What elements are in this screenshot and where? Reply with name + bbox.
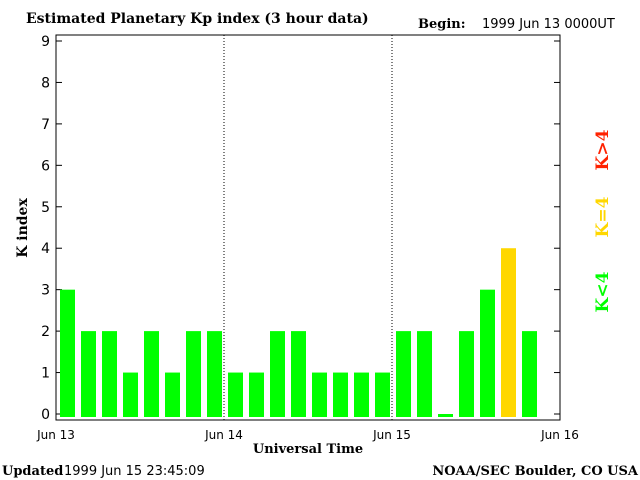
y-tick-label: 1 [41, 366, 50, 382]
kp-bar [312, 372, 327, 417]
kp-bar [123, 372, 138, 417]
x-axis-ticks: Jun 13 Jun 14 Jun 15 Jun 16 [36, 428, 579, 442]
kp-bar [522, 331, 537, 417]
x-tick-label: Jun 15 [372, 428, 411, 442]
kp-bar [480, 289, 495, 417]
x-tick-label: Jun 16 [540, 428, 579, 442]
plot-frame [55, 34, 561, 421]
legend-mid-label: K=4 [593, 196, 613, 237]
kp-bar [144, 331, 159, 417]
chart-title: Estimated Planetary Kp index (3 hour dat… [26, 11, 369, 27]
y-tick-label: 3 [41, 283, 50, 299]
kp-bar [249, 372, 264, 417]
updated-timestamp: 1999 Jun 15 23:45:09 [64, 464, 205, 479]
kp-bar [396, 331, 411, 417]
y-axis-label: K index [15, 198, 31, 258]
kp-bar [228, 372, 243, 417]
x-tick-label: Jun 13 [36, 428, 75, 442]
kp-bar [60, 289, 75, 417]
kp-bar [354, 372, 369, 417]
kp-bar [291, 331, 306, 417]
kp-bar [207, 331, 222, 417]
kp-bar [375, 372, 390, 417]
kp-bar [270, 331, 285, 417]
begin-date: 1999 Jun 13 0000UT [482, 17, 615, 32]
kp-bar [102, 331, 117, 417]
kp-bar [417, 331, 432, 417]
kp-bar [186, 331, 201, 417]
x-axis-label: Universal Time [253, 442, 363, 457]
y-tick-label: 5 [41, 200, 50, 216]
y-tick-label: 0 [41, 407, 50, 423]
legend-low-label: K<4 [593, 271, 613, 312]
kp-bar [165, 372, 180, 417]
y-tick-label: 6 [41, 158, 50, 174]
kp-bar [501, 248, 516, 417]
y-tick-label: 2 [41, 324, 50, 340]
kp-bar [438, 414, 453, 417]
legend-high-label: K>4 [593, 129, 613, 170]
kp-bars [60, 248, 537, 417]
kp-bar [333, 372, 348, 417]
kp-bar [81, 331, 96, 417]
credit-text: NOAA/SEC Boulder, CO USA [432, 464, 639, 479]
y-axis-ticks: 0 1 2 3 4 5 6 7 8 9 [41, 34, 560, 423]
y-tick-label: 9 [41, 34, 50, 50]
begin-label: Begin: [418, 17, 466, 32]
kp-bar [459, 331, 474, 417]
x-tick-label: Jun 14 [204, 428, 243, 442]
y-tick-label: 7 [41, 117, 50, 133]
y-tick-label: 8 [41, 75, 50, 91]
day-separators [223, 35, 393, 420]
updated-label: Updated [2, 464, 63, 479]
y-tick-label: 4 [41, 241, 50, 257]
